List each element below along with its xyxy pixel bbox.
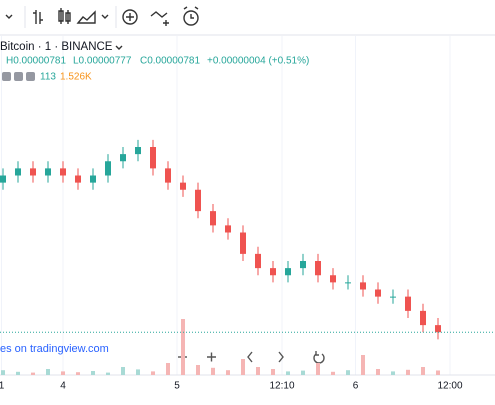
legend-button[interactable] — [2, 72, 11, 81]
candle-body — [165, 168, 171, 183]
scroll-right-button[interactable] — [278, 351, 284, 363]
candle-body — [270, 268, 276, 276]
candle-body — [105, 161, 111, 176]
candle-body — [150, 147, 156, 169]
candle-body — [255, 253, 261, 269]
x-tick-label: 5 — [174, 381, 180, 392]
volume-bar — [61, 371, 65, 375]
candle-body — [420, 310, 426, 326]
toolbar[interactable] — [0, 6, 495, 36]
volume-bar — [31, 372, 35, 375]
candle-body — [210, 211, 216, 226]
scroll-left-button[interactable] — [247, 351, 253, 363]
x-tick-label: 1 — [0, 381, 5, 392]
watermark-link[interactable]: es on tradingview.com — [0, 343, 109, 355]
candle-body — [75, 175, 81, 183]
add-icon[interactable] — [122, 9, 138, 25]
compare-icon[interactable] — [150, 11, 169, 26]
volume-bar — [331, 371, 335, 375]
candle-body — [15, 168, 21, 176]
volume-bar — [361, 355, 365, 375]
volume-bar — [226, 370, 230, 375]
volume-bar — [76, 372, 80, 375]
candle-body — [60, 168, 66, 176]
volume-bar — [346, 370, 350, 375]
volume-bar — [421, 367, 425, 375]
volume-bar — [196, 365, 200, 375]
volume-bar — [211, 367, 215, 375]
candles-icon[interactable] — [58, 8, 71, 24]
candle-body — [360, 282, 366, 290]
candle-body — [315, 261, 321, 276]
volume-bar — [91, 371, 95, 375]
ohlc-change: +0.00000004 (+0.51%) — [207, 56, 309, 67]
volume-bar — [1, 370, 5, 375]
symbol-dropdown[interactable] — [115, 45, 123, 50]
candle-body — [285, 268, 291, 276]
volume-bar — [436, 370, 440, 375]
volume-bar — [121, 367, 125, 375]
candle-body — [120, 154, 126, 162]
candle-body — [195, 189, 201, 212]
x-tick-label: 6 — [353, 381, 359, 392]
volume-bar — [406, 369, 410, 375]
volume-bar — [391, 371, 395, 375]
volume-bar — [271, 369, 275, 375]
ohlc-high: H0.00000781 — [6, 56, 66, 67]
zoom-in-button[interactable] — [207, 352, 216, 362]
volume-value: 113 — [40, 72, 56, 83]
candle-body — [390, 296, 396, 298]
candle-body — [300, 261, 306, 269]
candle-body — [375, 289, 381, 297]
candle-body — [135, 147, 141, 155]
alert-icon[interactable] — [183, 10, 199, 26]
volume-bar — [286, 371, 290, 375]
candle-body — [45, 168, 51, 176]
x-tick-label: 4 — [60, 381, 66, 392]
reset-button[interactable] — [313, 351, 325, 364]
legend-button[interactable] — [26, 72, 35, 81]
volume-bar — [316, 363, 320, 375]
volume-ma-value: 1.526K — [60, 72, 92, 83]
dropdown-icon[interactable] — [101, 14, 109, 19]
volume-bar — [46, 369, 50, 375]
area-icon[interactable] — [76, 10, 96, 24]
volume-bar — [301, 370, 305, 375]
legend-button[interactable] — [14, 72, 23, 81]
candle-body — [405, 296, 411, 311]
volume-bar — [136, 369, 140, 375]
candle-body — [180, 182, 186, 190]
alert-icon-hands — [183, 6, 199, 19]
candle-body — [225, 225, 231, 233]
candle-body — [435, 325, 441, 333]
candle-body — [0, 175, 6, 183]
symbol-title[interactable]: Bitcoin · 1 · BINANCE — [0, 41, 113, 53]
dropdown-icon[interactable] — [5, 14, 13, 19]
ohlc-close: C0.00000781 — [140, 56, 200, 67]
candle-body — [90, 175, 96, 183]
candle-body — [30, 168, 36, 176]
add-icon-plus — [126, 13, 134, 21]
bars-icon[interactable] — [33, 10, 43, 24]
volume-bar — [256, 367, 260, 375]
volume-bar — [151, 371, 155, 375]
volume-bar — [376, 369, 380, 375]
volume-bar — [241, 359, 245, 375]
volume-bar — [181, 319, 185, 375]
candle-body — [345, 282, 351, 284]
volume-bar — [166, 363, 170, 375]
candle-body — [240, 232, 246, 254]
candle-body — [330, 275, 336, 283]
x-tick-label: 12:10 — [269, 381, 294, 392]
ohlc-low: L0.00000777 — [73, 56, 132, 67]
x-tick-label: 12:00 — [437, 381, 462, 392]
volume-bar — [106, 372, 110, 375]
volume-bar — [16, 371, 20, 375]
